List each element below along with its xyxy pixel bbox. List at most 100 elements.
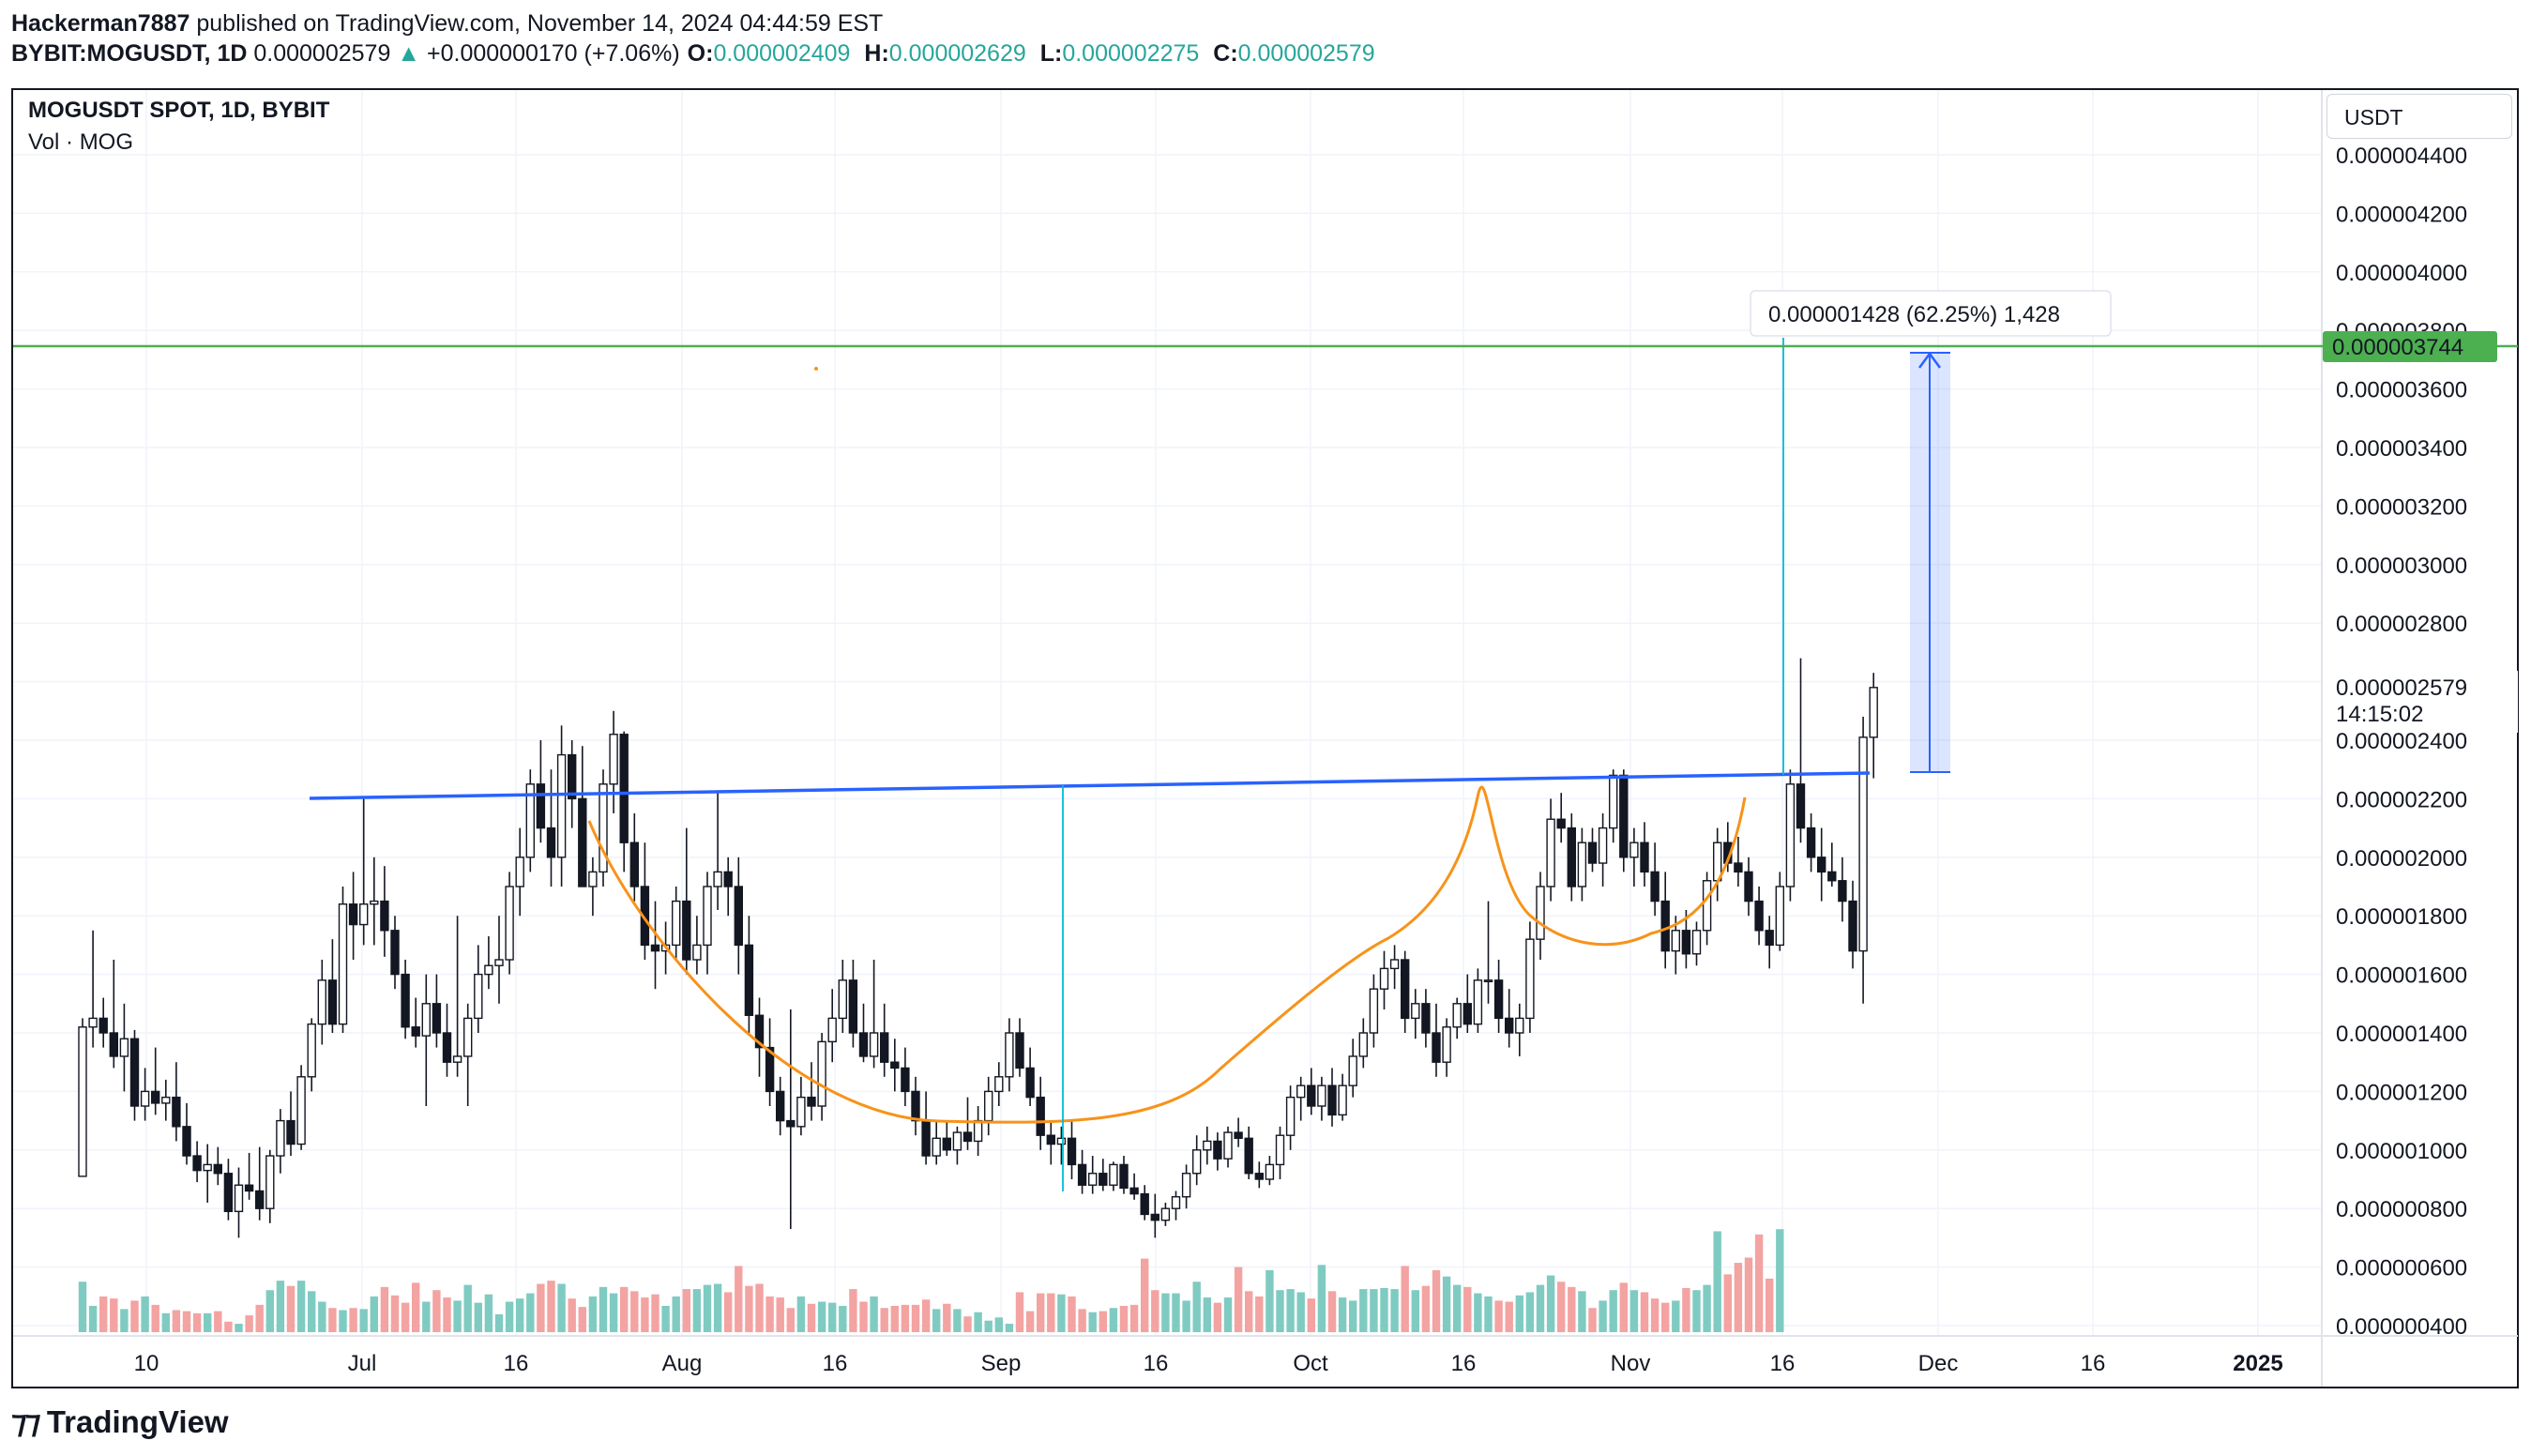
volume-bar xyxy=(859,1301,868,1332)
volume-bar xyxy=(1099,1311,1107,1332)
volume-bar xyxy=(1015,1292,1024,1332)
candle-down xyxy=(1848,900,1857,952)
price-tick-label: 0.000002000 xyxy=(2336,846,2467,872)
volume-bar xyxy=(1463,1286,1472,1332)
chart-legend-title[interactable]: MOGUSDT SPOT, 1D, BYBIT xyxy=(28,98,330,123)
candle-up xyxy=(932,1137,941,1157)
candle-down xyxy=(1806,827,1816,858)
candle-up xyxy=(1087,1173,1098,1186)
candle-down xyxy=(890,1061,900,1069)
candle-down xyxy=(682,900,691,961)
resistance-trendline xyxy=(309,771,1871,800)
candle-up xyxy=(1858,736,1868,952)
volume-bar xyxy=(735,1266,743,1332)
candle-up xyxy=(1525,938,1535,1020)
candle-up xyxy=(556,753,567,858)
volume-bar xyxy=(422,1301,431,1332)
candle-up xyxy=(1203,1140,1212,1151)
up-arrow-icon: ▲ xyxy=(397,40,421,67)
volume-bar xyxy=(839,1306,847,1332)
volume-bar xyxy=(432,1290,441,1332)
measure-tooltip-box xyxy=(1750,290,2112,337)
volume-bar xyxy=(1005,1324,1014,1332)
tradingview-logo[interactable]: ⁊⁊ TradingView xyxy=(11,1403,229,1441)
candle-down xyxy=(807,1096,816,1107)
candle-up xyxy=(1171,1196,1181,1209)
candle-down xyxy=(911,1090,920,1122)
volume-bar xyxy=(1453,1284,1462,1332)
candle-down xyxy=(1650,871,1660,902)
candle-up xyxy=(1483,979,1493,983)
candle-down xyxy=(411,1026,420,1037)
grid-lines xyxy=(13,90,2322,1336)
volume-bar xyxy=(588,1296,598,1332)
candle-down xyxy=(754,1014,765,1049)
volume-bar xyxy=(1494,1300,1503,1332)
time-tick-label: 16 xyxy=(1144,1351,1169,1376)
candle-up xyxy=(515,857,524,887)
time-tick-label: Dec xyxy=(1918,1351,1959,1376)
volume-bar xyxy=(463,1284,472,1332)
price-tick-label: 0.000001400 xyxy=(2336,1022,2467,1047)
candle-down xyxy=(244,1184,254,1192)
author-name[interactable]: Hackerman7887 xyxy=(11,10,190,37)
candle-up xyxy=(1005,1032,1014,1078)
volume-bar xyxy=(1703,1284,1711,1332)
volume-bar xyxy=(745,1285,753,1332)
measure-tooltip-text: 0.000001428 (62.25%) 1,428 xyxy=(1768,302,2060,327)
volume-bar xyxy=(849,1289,857,1332)
candle-down xyxy=(1754,900,1764,932)
volume-bar xyxy=(1474,1293,1482,1332)
volume-bar xyxy=(265,1290,274,1332)
volume-bar xyxy=(547,1281,555,1332)
candle-up xyxy=(484,964,493,976)
candle-down xyxy=(182,1126,191,1157)
volume-legend[interactable]: Vol · MOG xyxy=(28,129,134,155)
candle-down xyxy=(255,1190,265,1209)
volume-bar xyxy=(1754,1234,1764,1332)
candle-down xyxy=(1640,842,1649,873)
volume-bar xyxy=(1380,1287,1388,1332)
candle-down xyxy=(901,1067,910,1093)
candle-up xyxy=(1389,959,1400,970)
candle-up xyxy=(452,1055,462,1063)
volume-bar xyxy=(339,1310,347,1332)
price-axis-labels: 0.000004400 0.000004200 0.000004000 0.00000… xyxy=(2323,144,2518,1340)
volume-bar xyxy=(1203,1297,1211,1332)
candle-up xyxy=(474,973,483,1020)
high-value: 0.000002629 xyxy=(888,40,1026,67)
publish-info: published on TradingView.com, November 1… xyxy=(196,10,884,37)
candle-down xyxy=(1744,871,1753,902)
volume-bar xyxy=(1619,1282,1628,1332)
volume-bar xyxy=(1599,1300,1607,1332)
volume-bar xyxy=(1390,1289,1399,1332)
volume-bar xyxy=(620,1286,629,1332)
last-price: 0.000002579 xyxy=(253,40,391,67)
volume-bar xyxy=(630,1291,639,1332)
price-tick-label: 0.000000400 xyxy=(2336,1314,2467,1340)
candle-down xyxy=(536,783,546,829)
candle-down xyxy=(1463,1003,1473,1025)
candle-down xyxy=(1432,1032,1441,1063)
volume-bar xyxy=(1266,1269,1274,1332)
candle-down xyxy=(380,900,389,932)
candle-up xyxy=(317,979,326,1025)
volume-bar xyxy=(1119,1306,1129,1332)
volume-bar xyxy=(484,1294,493,1332)
currency-button[interactable]: USDT xyxy=(2326,94,2512,139)
volume-bar xyxy=(651,1294,659,1332)
volume-bar xyxy=(661,1306,670,1332)
candle-up xyxy=(1785,783,1796,887)
candle-down xyxy=(858,1032,869,1057)
candle-down xyxy=(1421,1003,1431,1034)
candle-down xyxy=(1660,900,1670,952)
candle-up xyxy=(817,1040,826,1107)
volume-bar xyxy=(390,1295,400,1332)
volume-bar xyxy=(1192,1282,1201,1332)
price-tick-label: 0.000001200 xyxy=(2336,1080,2467,1105)
bar-countdown: 14:15:02 xyxy=(2336,702,2423,727)
volume-bar xyxy=(1129,1304,1139,1332)
candle-up xyxy=(1691,930,1702,955)
ohlc-header: BYBIT:MOGUSDT, 1D 0.000002579 ▲ +0.00000… xyxy=(11,38,1375,69)
